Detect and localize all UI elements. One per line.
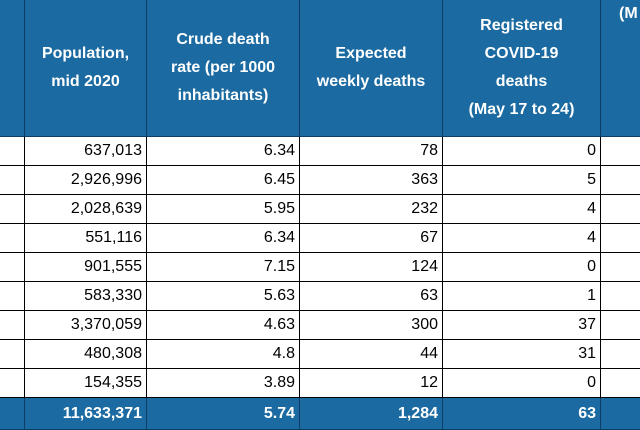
value-cell: 5.74 — [147, 398, 300, 430]
header-text: inhabitants) — [177, 87, 269, 104]
value-cell: 2,926,996 — [25, 166, 147, 195]
cell — [0, 311, 25, 340]
header-text: weekly deaths — [316, 73, 426, 90]
cell — [601, 282, 640, 311]
header-text: Population, — [41, 45, 130, 62]
cell — [601, 195, 640, 224]
value-cell: 7.15 — [147, 253, 300, 282]
cell — [601, 398, 640, 430]
header-cell: (M — [601, 0, 640, 137]
value-cell: 3,370,059 — [25, 311, 147, 340]
value-cell: 901,555 — [25, 253, 147, 282]
cell — [0, 340, 25, 369]
value-cell: 4 — [443, 224, 601, 253]
value-cell: 2,028,639 — [25, 195, 147, 224]
value-cell: 124 — [300, 253, 443, 282]
value-cell: 4 — [443, 195, 601, 224]
cell — [601, 253, 640, 282]
cell — [601, 311, 640, 340]
header-text: Crude death — [176, 31, 270, 48]
value-cell: 300 — [300, 311, 443, 340]
value-cell: 5 — [443, 166, 601, 195]
cell — [601, 224, 640, 253]
value-cell: 31 — [443, 340, 601, 369]
value-cell: 232 — [300, 195, 443, 224]
value-cell: 4.63 — [147, 311, 300, 340]
header-text: COVID-19 — [484, 45, 559, 62]
value-cell: 154,355 — [25, 369, 147, 398]
cell — [601, 137, 640, 166]
value-cell: 0 — [443, 369, 601, 398]
header-text: deaths — [495, 73, 548, 90]
value-cell: 0 — [443, 137, 601, 166]
cell — [0, 369, 25, 398]
header-text: mid 2020 — [51, 73, 120, 90]
header-cell: Population, mid 2020 — [25, 0, 147, 137]
value-cell: 1 — [443, 282, 601, 311]
value-cell: 363 — [300, 166, 443, 195]
value-cell: 637,013 — [25, 137, 147, 166]
value-cell: 0 — [443, 253, 601, 282]
cell — [601, 369, 640, 398]
value-cell: 6.34 — [147, 224, 300, 253]
value-cell: 583,330 — [25, 282, 147, 311]
value-cell: 3.89 — [147, 369, 300, 398]
header-text: rate (per 1000 — [170, 59, 276, 76]
value-cell: 78 — [300, 137, 443, 166]
cell — [601, 166, 640, 195]
cell — [0, 137, 25, 166]
value-cell: 44 — [300, 340, 443, 369]
value-cell: 6.45 — [147, 166, 300, 195]
cell — [0, 224, 25, 253]
value-cell: 11,633,371 — [25, 398, 147, 430]
header-cell: Registered COVID-19 deaths (May 17 to 24) — [443, 0, 601, 137]
header-text: Expected — [335, 45, 407, 62]
header-cell — [0, 0, 25, 137]
header-cell: Expected weekly deaths — [300, 0, 443, 137]
value-cell: 67 — [300, 224, 443, 253]
cell — [0, 253, 25, 282]
value-cell: 5.95 — [147, 195, 300, 224]
cell — [0, 398, 25, 430]
header-text: (M — [619, 5, 638, 22]
value-cell: 480,308 — [25, 340, 147, 369]
value-cell: 12 — [300, 369, 443, 398]
value-cell: 4.8 — [147, 340, 300, 369]
header-text: (May 17 to 24) — [468, 101, 575, 118]
cell — [601, 340, 640, 369]
value-cell: 63 — [443, 398, 601, 430]
value-cell: 6.34 — [147, 137, 300, 166]
cell — [0, 195, 25, 224]
value-cell: 551,116 — [25, 224, 147, 253]
value-cell: 37 — [443, 311, 601, 340]
header-cell: Crude death rate (per 1000 inhabitants) — [147, 0, 300, 137]
value-cell: 5.63 — [147, 282, 300, 311]
value-cell: 1,284 — [300, 398, 443, 430]
header-text: Registered — [480, 17, 563, 34]
cell — [0, 166, 25, 195]
value-cell: 63 — [300, 282, 443, 311]
cell — [0, 282, 25, 311]
